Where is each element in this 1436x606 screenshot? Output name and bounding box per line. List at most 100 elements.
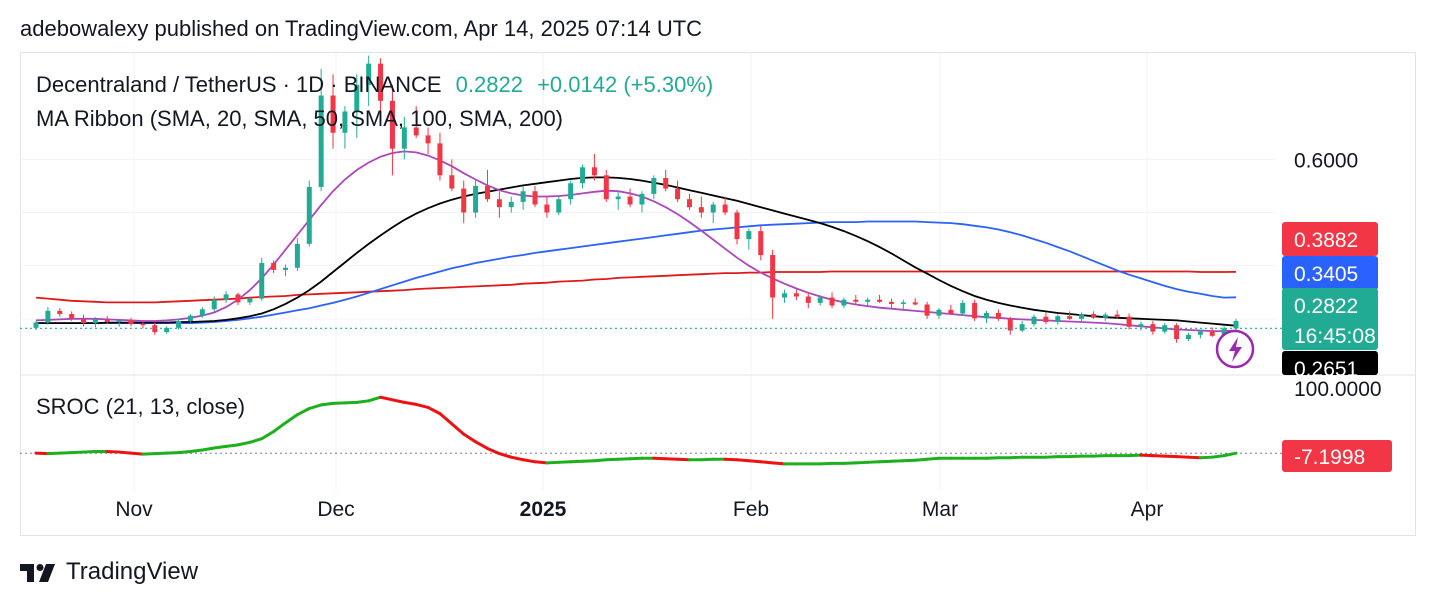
candle-body	[675, 188, 681, 200]
candle-body	[128, 320, 134, 325]
sroc-segment	[260, 430, 276, 441]
tradingview-logo-icon	[20, 564, 55, 582]
sroc-segment	[485, 446, 501, 456]
price-label-box	[1282, 288, 1378, 350]
time-axis-tick: Nov	[115, 498, 153, 521]
candle-body	[746, 231, 752, 240]
candle-body	[520, 191, 526, 202]
sroc-segment	[367, 395, 383, 403]
candle-body	[936, 309, 942, 316]
sroc-segment	[509, 455, 525, 462]
candle-body	[841, 299, 847, 306]
sroc-segment	[129, 451, 145, 456]
footer-brand[interactable]: TradingView	[20, 558, 198, 586]
candle-body	[1221, 328, 1227, 336]
candle-body	[413, 127, 419, 136]
candle-body	[1043, 316, 1049, 323]
price-label-value: 0.2651	[1294, 358, 1358, 381]
candle-body	[580, 167, 586, 184]
sroc-segment	[557, 460, 573, 464]
sroc-segment	[854, 460, 870, 465]
ma-ribbon-legend[interactable]: MA Ribbon (SMA, 20, SMA, 50, SMA, 100, S…	[36, 106, 564, 131]
candle-body	[199, 309, 205, 316]
candle-body	[972, 302, 978, 319]
candle-body	[223, 294, 229, 300]
sroc-segment	[913, 457, 929, 462]
sroc-segment	[82, 450, 97, 454]
candle-body	[805, 296, 811, 303]
sroc-segment	[545, 460, 561, 465]
sroc-segment	[1044, 455, 1060, 459]
candle-body	[294, 243, 300, 268]
candle-body	[33, 322, 39, 328]
sroc-segment	[925, 456, 941, 461]
sroc-segment	[165, 451, 181, 455]
sroc-segment	[771, 461, 787, 466]
symbol-legend[interactable]: Decentraland / TetherUS · 1D · BINANCE 0…	[36, 72, 713, 98]
price-label-box	[1282, 351, 1378, 375]
candle-body	[164, 327, 170, 333]
candle-body	[57, 310, 63, 315]
candle-body	[532, 191, 538, 205]
sroc-segment	[497, 452, 513, 459]
sroc-segment	[474, 440, 489, 450]
lightning-icon	[1215, 329, 1255, 369]
candle-body	[829, 297, 835, 306]
candle-body	[1162, 325, 1168, 332]
candle-body	[45, 310, 51, 323]
sroc-segment	[426, 405, 442, 416]
candle-body	[508, 201, 514, 208]
candle-body	[888, 301, 894, 304]
candle-body	[960, 302, 966, 314]
candles	[33, 55, 1239, 343]
candle-body	[770, 255, 776, 298]
time-axis-tick: Feb	[733, 498, 769, 521]
sroc-legend[interactable]: SROC (21, 13, close)	[36, 394, 246, 419]
sroc-segment	[1139, 453, 1155, 458]
sroc-segment	[379, 395, 394, 402]
candle-body	[912, 302, 918, 305]
candle-body	[686, 199, 692, 208]
ma-line-sma-100	[36, 220, 1237, 325]
chart-frame[interactable]	[20, 52, 1416, 536]
candle-body	[484, 185, 490, 200]
candle-body	[437, 143, 443, 176]
candle-body	[639, 193, 645, 205]
candle-body	[734, 212, 740, 240]
candle-body	[1019, 324, 1025, 331]
candle-body	[401, 127, 407, 149]
candle-body	[283, 267, 289, 270]
candle-body	[1090, 314, 1096, 318]
candle-body	[378, 63, 384, 101]
time-axis-tick: Mar	[922, 498, 958, 521]
sroc-segment	[866, 460, 882, 464]
candle-body	[1126, 316, 1132, 327]
sroc-segment	[1163, 454, 1179, 459]
footer-brand-text: TradingView	[66, 558, 199, 585]
sroc-segment	[236, 440, 252, 447]
price-label-value: 0.2822	[1294, 295, 1358, 318]
sroc-segment	[616, 457, 632, 461]
candle-body	[461, 188, 467, 213]
publish-header: adebowalexy published on TradingView.com…	[20, 16, 703, 41]
sroc-segment	[117, 450, 133, 455]
price-label-box	[1282, 222, 1378, 256]
candle-body	[271, 263, 277, 270]
candle-body	[473, 185, 479, 213]
sroc-segment	[307, 403, 323, 410]
candle-body	[651, 177, 657, 194]
sroc-segment	[402, 400, 418, 406]
sroc-segment	[569, 459, 585, 464]
sroc-segment	[1091, 454, 1107, 458]
sroc-segment	[1151, 454, 1167, 458]
sroc-axis-tick: 100.0000	[1294, 378, 1382, 401]
ma-line-sma-200	[35, 270, 1237, 304]
sroc-segment	[521, 458, 537, 464]
candle-body	[782, 293, 788, 298]
sroc-segment	[878, 459, 893, 464]
sroc-segment	[842, 461, 858, 465]
symbol-title: Decentraland / TetherUS · 1D · BINANCE	[36, 72, 442, 97]
candle-body	[615, 196, 621, 200]
lightning-icon-bolt	[1229, 337, 1242, 362]
